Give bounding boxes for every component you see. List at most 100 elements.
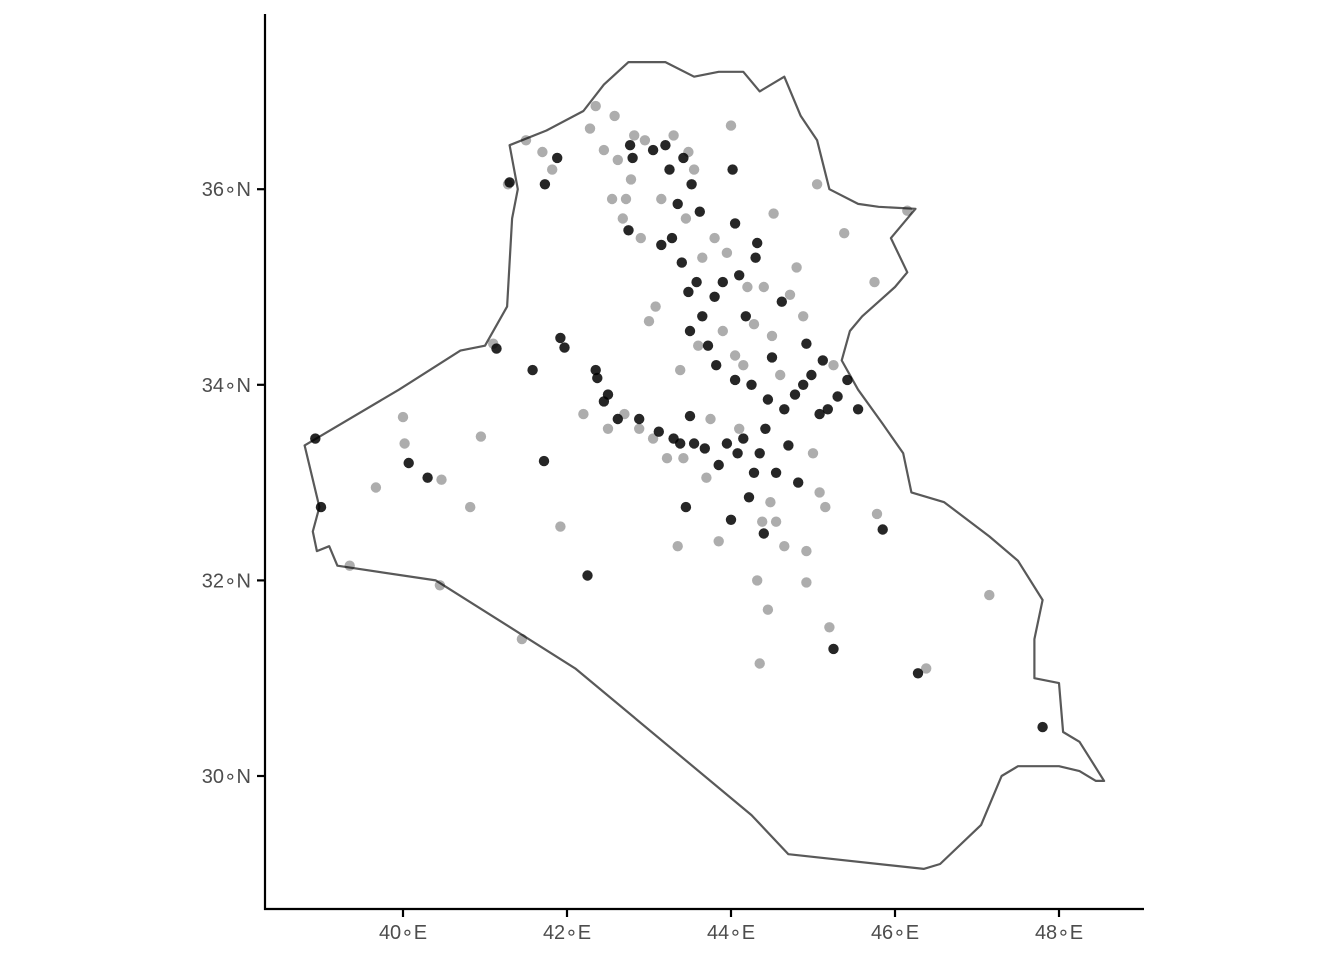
data-point <box>629 130 640 141</box>
data-point <box>746 379 757 390</box>
data-point <box>727 164 738 175</box>
data-point <box>624 140 636 151</box>
data-point <box>754 658 765 669</box>
y-tick-label: 34∘N <box>202 375 251 397</box>
data-point <box>798 311 809 322</box>
data-point <box>491 343 502 354</box>
data-point <box>693 340 704 351</box>
data-point <box>680 213 692 224</box>
data-point <box>537 146 548 158</box>
data-point <box>547 164 558 175</box>
data-point <box>617 213 628 224</box>
data-point <box>612 413 623 425</box>
data-point <box>729 218 741 229</box>
data-point <box>634 423 645 434</box>
data-point <box>828 643 839 655</box>
data-point <box>820 501 831 513</box>
data-point <box>725 514 737 525</box>
data-point <box>516 633 528 645</box>
data-point <box>520 135 532 146</box>
data-point <box>717 276 728 288</box>
data-point <box>824 622 835 633</box>
data-point <box>672 541 683 552</box>
data-point <box>590 100 601 112</box>
data-point <box>527 364 538 376</box>
data-point <box>627 152 638 164</box>
data-point <box>814 408 825 420</box>
axes <box>263 14 1144 911</box>
data-point <box>584 123 596 134</box>
data-point <box>738 433 749 444</box>
data-point <box>754 448 765 459</box>
data-point <box>762 394 774 405</box>
data-point <box>784 289 796 300</box>
data-point <box>436 474 447 485</box>
data-point <box>647 433 659 444</box>
data-point <box>623 225 634 236</box>
data-point <box>370 482 382 493</box>
data-point <box>639 135 651 146</box>
data-point <box>399 438 410 449</box>
data-point <box>598 144 610 156</box>
y-tick-label: 36∘N <box>202 179 251 201</box>
data-point <box>315 501 327 513</box>
data-point <box>765 497 776 508</box>
data-point <box>678 453 689 464</box>
data-point <box>675 438 686 449</box>
data-point <box>538 455 550 467</box>
data-point <box>770 467 782 478</box>
data-point <box>921 663 932 674</box>
data-point <box>643 316 655 327</box>
y-tick-label: 30∘N <box>202 766 251 788</box>
data-point <box>660 140 671 151</box>
data-point <box>676 257 687 268</box>
x-tick-label: 44∘E <box>707 922 755 944</box>
data-point <box>984 589 995 601</box>
data-point <box>592 372 603 384</box>
data-point <box>1037 721 1048 733</box>
data-point <box>776 296 787 307</box>
data-point <box>721 247 733 258</box>
data-point <box>822 404 833 415</box>
data-point <box>475 431 487 442</box>
data-point <box>768 208 779 219</box>
data-point <box>310 433 321 444</box>
data-point <box>775 369 786 381</box>
data-point <box>656 193 667 205</box>
data-point <box>705 413 716 425</box>
data-point <box>403 457 414 469</box>
data-point <box>742 281 753 293</box>
data-point <box>814 487 825 498</box>
data-point <box>701 472 712 483</box>
data-point <box>709 291 720 302</box>
data-point <box>709 232 720 244</box>
data-point <box>717 325 728 337</box>
data-point <box>801 577 812 588</box>
data-point <box>661 453 673 464</box>
x-axis-ticks: 40∘E 42∘E 44∘E 46∘E 48∘E <box>379 909 1083 944</box>
data-point <box>672 198 683 210</box>
data-point <box>539 179 551 190</box>
data-point <box>686 179 697 190</box>
data-point <box>711 360 722 371</box>
data-point <box>656 239 667 251</box>
data-point <box>555 521 566 532</box>
data-point <box>783 440 794 451</box>
data-point <box>688 438 700 449</box>
data-point <box>779 404 790 415</box>
data-point <box>664 164 675 175</box>
x-tick-label: 40∘E <box>379 922 427 944</box>
data-point <box>602 423 614 434</box>
data-point <box>734 270 745 281</box>
data-point <box>678 152 689 164</box>
data-point <box>871 508 883 520</box>
data-point <box>625 174 637 185</box>
data-point <box>666 232 678 244</box>
data-point <box>793 477 804 488</box>
data-point <box>743 492 755 503</box>
data-point <box>801 545 812 557</box>
data-point <box>555 332 566 344</box>
data-point <box>582 570 593 581</box>
